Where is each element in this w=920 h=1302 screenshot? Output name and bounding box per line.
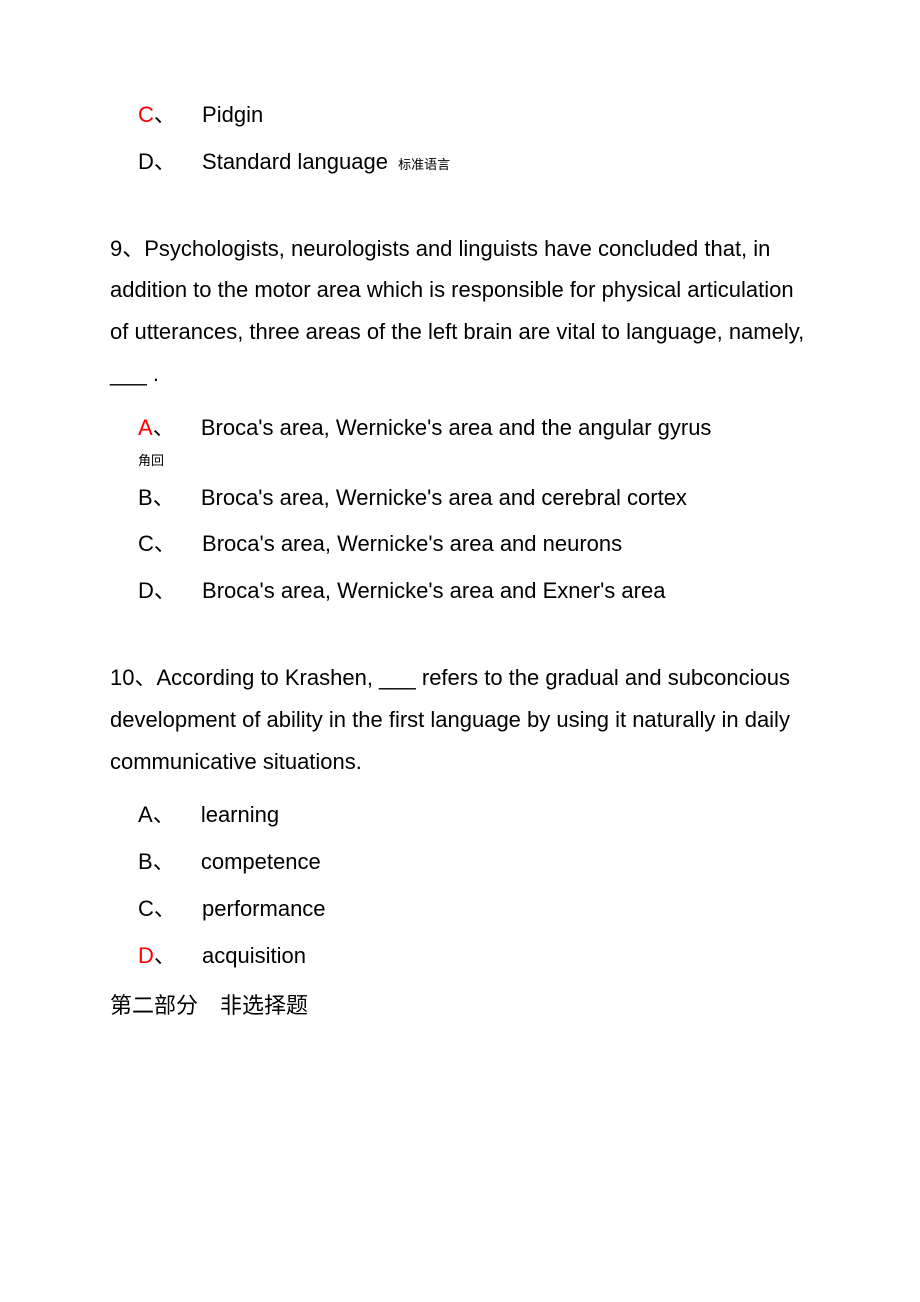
q9-option-d: D、 Broca's area, Wernicke's area and Exn… [110, 576, 810, 607]
option-text: Pidgin [202, 102, 263, 127]
option-sep: 、 [154, 102, 176, 127]
question-10: 10、According to Krashen, ___ refers to t… [110, 657, 810, 782]
option-letter: D [138, 149, 154, 174]
question-number: 9、 [110, 236, 144, 261]
option-sep: 、 [153, 802, 175, 827]
option-letter: A [138, 802, 153, 827]
option-text: competence [201, 849, 321, 874]
q8-option-c: C、 Pidgin [110, 100, 810, 131]
option-sep: 、 [153, 415, 175, 440]
option-sep: 、 [154, 943, 176, 968]
q9-option-a: A、 Broca's area, Wernicke's area and the… [110, 413, 810, 444]
option-text: Broca's area, Wernicke's area and the an… [201, 415, 712, 440]
option-sep: 、 [153, 485, 175, 510]
document-page: C、 Pidgin D、 Standard language 标准语言 9、Ps… [0, 0, 920, 1100]
option-letter: A [138, 415, 153, 440]
option-note: 标准语言 [398, 157, 450, 172]
q10-option-a: A、 learning [110, 800, 810, 831]
option-text: performance [202, 896, 326, 921]
q10-option-b: B、 competence [110, 847, 810, 878]
question-text: Psychologists, neurologists and linguist… [110, 236, 804, 386]
option-text: Broca's area, Wernicke's area and cerebr… [201, 485, 687, 510]
option-sep: 、 [154, 896, 176, 921]
option-letter: C [138, 896, 154, 921]
option-letter: B [138, 849, 153, 874]
q9-option-c: C、 Broca's area, Wernicke's area and neu… [110, 529, 810, 560]
option-text: Broca's area, Wernicke's area and neuron… [202, 531, 622, 556]
section-2-header: 第二部分 非选择题 [110, 988, 810, 1020]
option-letter: B [138, 485, 153, 510]
option-text: Standard language [202, 149, 388, 174]
option-letter: C [138, 531, 154, 556]
option-letter: D [138, 578, 154, 603]
q10-option-d: D、 acquisition [110, 941, 810, 972]
q10-option-c: C、 performance [110, 894, 810, 925]
question-9: 9、Psychologists, neurologists and lingui… [110, 228, 810, 395]
option-sep: 、 [154, 149, 176, 174]
option-sep: 、 [154, 578, 176, 603]
question-text: According to Krashen, ___ refers to the … [110, 665, 790, 774]
option-sep: 、 [153, 849, 175, 874]
option-text: learning [201, 802, 279, 827]
q8-option-d: D、 Standard language 标准语言 [110, 147, 810, 178]
option-text: Broca's area, Wernicke's area and Exner'… [202, 578, 665, 603]
question-number: 10、 [110, 665, 156, 690]
q9-option-a-note: 角回 [110, 450, 810, 469]
q9-option-b: B、 Broca's area, Wernicke's area and cer… [110, 483, 810, 514]
option-letter: D [138, 943, 154, 968]
option-text: acquisition [202, 943, 306, 968]
option-sep: 、 [154, 531, 176, 556]
option-letter: C [138, 102, 154, 127]
